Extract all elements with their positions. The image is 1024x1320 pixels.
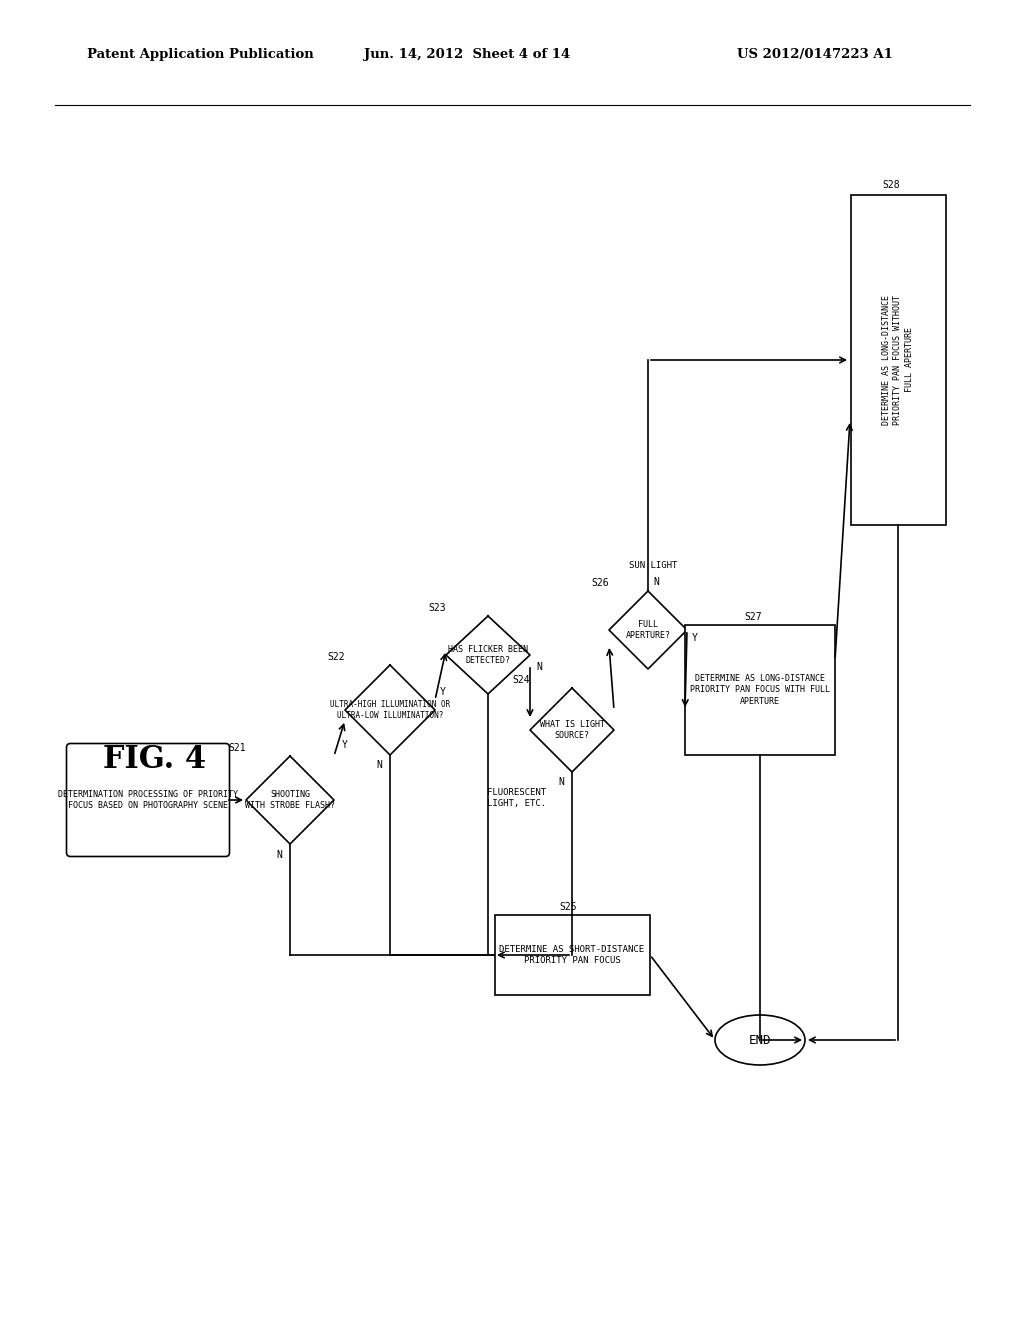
- Text: S23: S23: [428, 603, 446, 612]
- Polygon shape: [530, 688, 614, 772]
- Text: DETERMINE AS LONG-DISTANCE
PRIORITY PAN FOCUS WITHOUT
FULL APERTURE: DETERMINE AS LONG-DISTANCE PRIORITY PAN …: [882, 294, 914, 425]
- Polygon shape: [609, 591, 687, 669]
- Text: DETERMINE AS LONG-DISTANCE
PRIORITY PAN FOCUS WITH FULL
APERTURE: DETERMINE AS LONG-DISTANCE PRIORITY PAN …: [690, 673, 830, 706]
- Text: HAS FLICKER BEEN
DETECTED?: HAS FLICKER BEEN DETECTED?: [449, 644, 528, 665]
- Text: Y: Y: [342, 741, 348, 750]
- Text: WHAT IS LIGHT
SOURCE?: WHAT IS LIGHT SOURCE?: [540, 719, 604, 741]
- Text: Patent Application Publication: Patent Application Publication: [87, 48, 313, 61]
- Bar: [851, 195, 945, 525]
- Text: Y: Y: [692, 634, 698, 643]
- Text: S26: S26: [592, 578, 609, 587]
- Text: SUN LIGHT: SUN LIGHT: [629, 561, 677, 569]
- Bar: [495, 915, 649, 995]
- Text: FULL
APERTURE?: FULL APERTURE?: [626, 619, 671, 640]
- Text: DETERMINE AS SHORT-DISTANCE
PRIORITY PAN FOCUS: DETERMINE AS SHORT-DISTANCE PRIORITY PAN…: [500, 945, 644, 965]
- Ellipse shape: [715, 1015, 805, 1065]
- Text: FLUORESCENT
LIGHT, ETC.: FLUORESCENT LIGHT, ETC.: [487, 788, 547, 808]
- Text: ULTRA-HIGH ILLUMINATION OR
ULTRA-LOW ILLUMINATION?: ULTRA-HIGH ILLUMINATION OR ULTRA-LOW ILL…: [330, 700, 451, 721]
- Text: Y: Y: [440, 686, 445, 697]
- Text: S28: S28: [883, 180, 900, 190]
- Text: N: N: [558, 777, 564, 787]
- Text: DETERMINATION PROCESSING OF PRIORITY
FOCUS BASED ON PHOTOGRAPHY SCENE: DETERMINATION PROCESSING OF PRIORITY FOC…: [58, 789, 238, 810]
- FancyBboxPatch shape: [67, 743, 229, 857]
- Text: SHOOTING
WITH STROBE FLASH?: SHOOTING WITH STROBE FLASH?: [245, 789, 335, 810]
- Bar: [685, 624, 835, 755]
- Text: Jun. 14, 2012  Sheet 4 of 14: Jun. 14, 2012 Sheet 4 of 14: [364, 48, 569, 61]
- Polygon shape: [246, 756, 334, 843]
- Text: N: N: [653, 577, 658, 587]
- Polygon shape: [446, 616, 530, 694]
- Text: S22: S22: [328, 652, 345, 663]
- Text: END: END: [749, 1034, 771, 1047]
- Text: US 2012/0147223 A1: US 2012/0147223 A1: [737, 48, 893, 61]
- Text: S21: S21: [228, 743, 246, 752]
- Text: S27: S27: [744, 612, 762, 622]
- Text: S25: S25: [559, 902, 577, 912]
- Text: FIG. 4: FIG. 4: [103, 744, 207, 776]
- Text: N: N: [276, 850, 282, 861]
- Text: S24: S24: [512, 675, 530, 685]
- Polygon shape: [345, 665, 435, 755]
- Text: N: N: [536, 663, 542, 672]
- Text: N: N: [376, 760, 382, 770]
